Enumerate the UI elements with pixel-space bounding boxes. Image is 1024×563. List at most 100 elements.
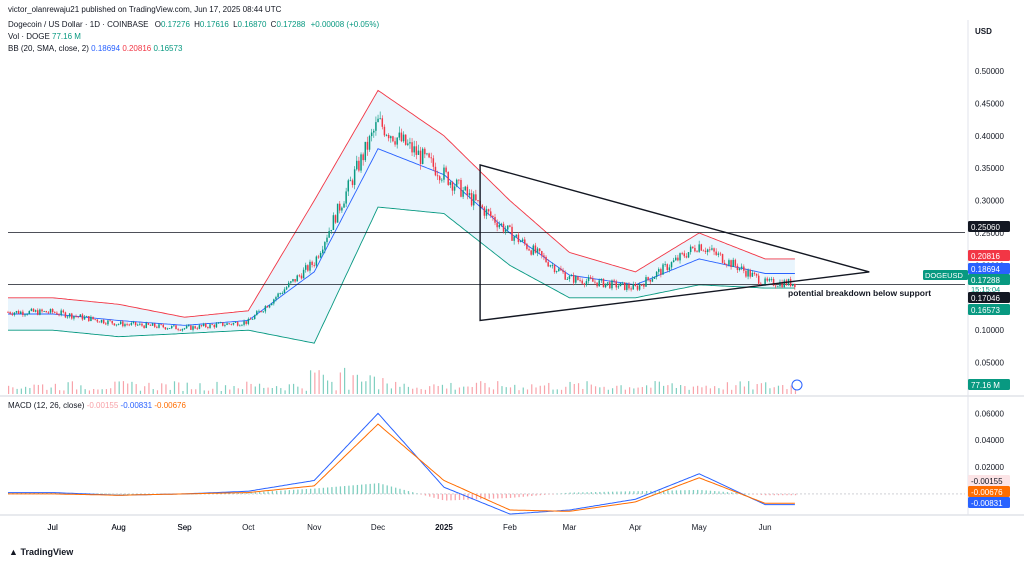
candle-body xyxy=(134,321,137,326)
volume-bar xyxy=(212,388,214,394)
candle-body xyxy=(249,318,252,320)
candle-body xyxy=(653,277,656,279)
macd-histogram-bar xyxy=(688,490,690,494)
candle-body xyxy=(181,328,184,331)
volume-bar xyxy=(429,386,431,394)
candle-body xyxy=(343,203,345,208)
candle-body xyxy=(524,239,526,244)
volume-bar xyxy=(620,385,622,394)
annotation-text: potential breakdown below support xyxy=(788,288,931,298)
bb-basis-tag: 0.18694 xyxy=(971,265,1000,274)
candle-body xyxy=(379,118,381,120)
candle-body xyxy=(209,324,211,328)
candle-body xyxy=(9,312,11,314)
candle-body xyxy=(360,154,362,171)
candle-body xyxy=(292,279,294,282)
volume-bar xyxy=(433,384,435,394)
volume-bar xyxy=(267,387,269,394)
volume-bar xyxy=(641,387,643,394)
volume-bar xyxy=(424,389,427,394)
macd-axis-tick: 0.04000 xyxy=(975,436,1004,445)
macd-histogram-bar xyxy=(254,492,256,494)
candle-body xyxy=(672,260,675,263)
candle-body xyxy=(75,316,77,317)
countdown-tag: 15:15:04 xyxy=(971,285,1000,294)
resistance-tag: 0.25060 xyxy=(971,223,1000,232)
volume-bar xyxy=(250,383,252,394)
volume-tag-bg xyxy=(968,379,1010,390)
candle-body xyxy=(441,179,443,181)
volume-bar xyxy=(539,385,541,394)
bb-upper-band xyxy=(8,89,795,318)
candle-body xyxy=(687,252,690,258)
candle-body xyxy=(721,254,724,263)
candle-body xyxy=(689,246,692,253)
candle-body xyxy=(470,193,473,206)
macd-histogram-bar xyxy=(637,491,639,494)
macd-histogram-bar xyxy=(437,493,439,499)
macd-histogram-bar xyxy=(556,493,558,495)
candle-body xyxy=(426,153,428,155)
volume-bar xyxy=(701,387,703,394)
volume-bar xyxy=(531,384,533,394)
volume-bar xyxy=(739,381,741,394)
candle-body xyxy=(247,318,250,324)
candle-body xyxy=(668,267,671,271)
candle-body xyxy=(685,256,688,258)
candle-body xyxy=(560,268,562,271)
resistance-tag-bg xyxy=(968,221,1010,232)
volume-bar xyxy=(594,386,597,394)
candle-body xyxy=(492,215,494,217)
macd-signal-value: -0.00676 xyxy=(154,401,186,410)
candle-body xyxy=(662,264,664,275)
macd-histogram-bar xyxy=(271,491,274,494)
candle-body xyxy=(151,323,154,326)
candle-body xyxy=(188,325,190,327)
candle-body xyxy=(783,280,785,288)
bb-fill xyxy=(8,90,795,344)
macd-histogram-bar xyxy=(263,491,265,494)
volume-bar xyxy=(369,375,371,394)
volume-bar xyxy=(54,383,56,394)
candle-body xyxy=(28,310,31,315)
macd-histogram-bar xyxy=(692,490,695,494)
volume-bar xyxy=(777,385,780,394)
candle-body xyxy=(334,215,337,223)
volume-bar xyxy=(97,389,99,394)
bb-label: BB (20, SMA, close, 2) xyxy=(8,44,89,53)
volume-bar xyxy=(76,389,78,394)
support-tag: 0.17046 xyxy=(971,294,1000,303)
candle-body xyxy=(32,308,35,312)
macd-histogram-bar xyxy=(327,487,329,494)
volume-bar xyxy=(722,389,724,394)
volume-bar xyxy=(446,388,448,394)
macd-histogram-bar xyxy=(284,490,286,494)
candle-body xyxy=(587,277,590,282)
macd-histogram-bar xyxy=(33,492,35,494)
candle-body xyxy=(207,326,209,328)
candle-body xyxy=(309,261,311,271)
candle-body xyxy=(709,249,711,251)
volume-label: Vol · DOGE xyxy=(8,32,50,41)
candle-body xyxy=(15,311,18,313)
macd-histogram-bar xyxy=(110,493,112,495)
candle-body xyxy=(411,142,413,153)
candle-body xyxy=(377,118,379,123)
last-price-tag: 0.17288 xyxy=(971,276,1000,285)
candle-body xyxy=(20,311,22,314)
candle-body xyxy=(702,250,705,252)
volume-bar xyxy=(543,385,546,394)
macd-line-tag-bg xyxy=(968,497,1010,508)
volume-bar xyxy=(603,386,605,394)
candle-body xyxy=(264,306,267,312)
volume-bar xyxy=(505,387,507,394)
currency-label: USD xyxy=(975,27,992,36)
candle-body xyxy=(477,200,479,201)
macd-histogram-bar xyxy=(726,492,729,494)
macd-histogram-bar xyxy=(607,491,610,494)
macd-line-value: -0.00831 xyxy=(120,401,153,410)
macd-histogram-bar xyxy=(616,491,618,494)
candle-body xyxy=(774,285,777,287)
candle-body xyxy=(521,239,524,242)
candle-body xyxy=(143,325,145,328)
